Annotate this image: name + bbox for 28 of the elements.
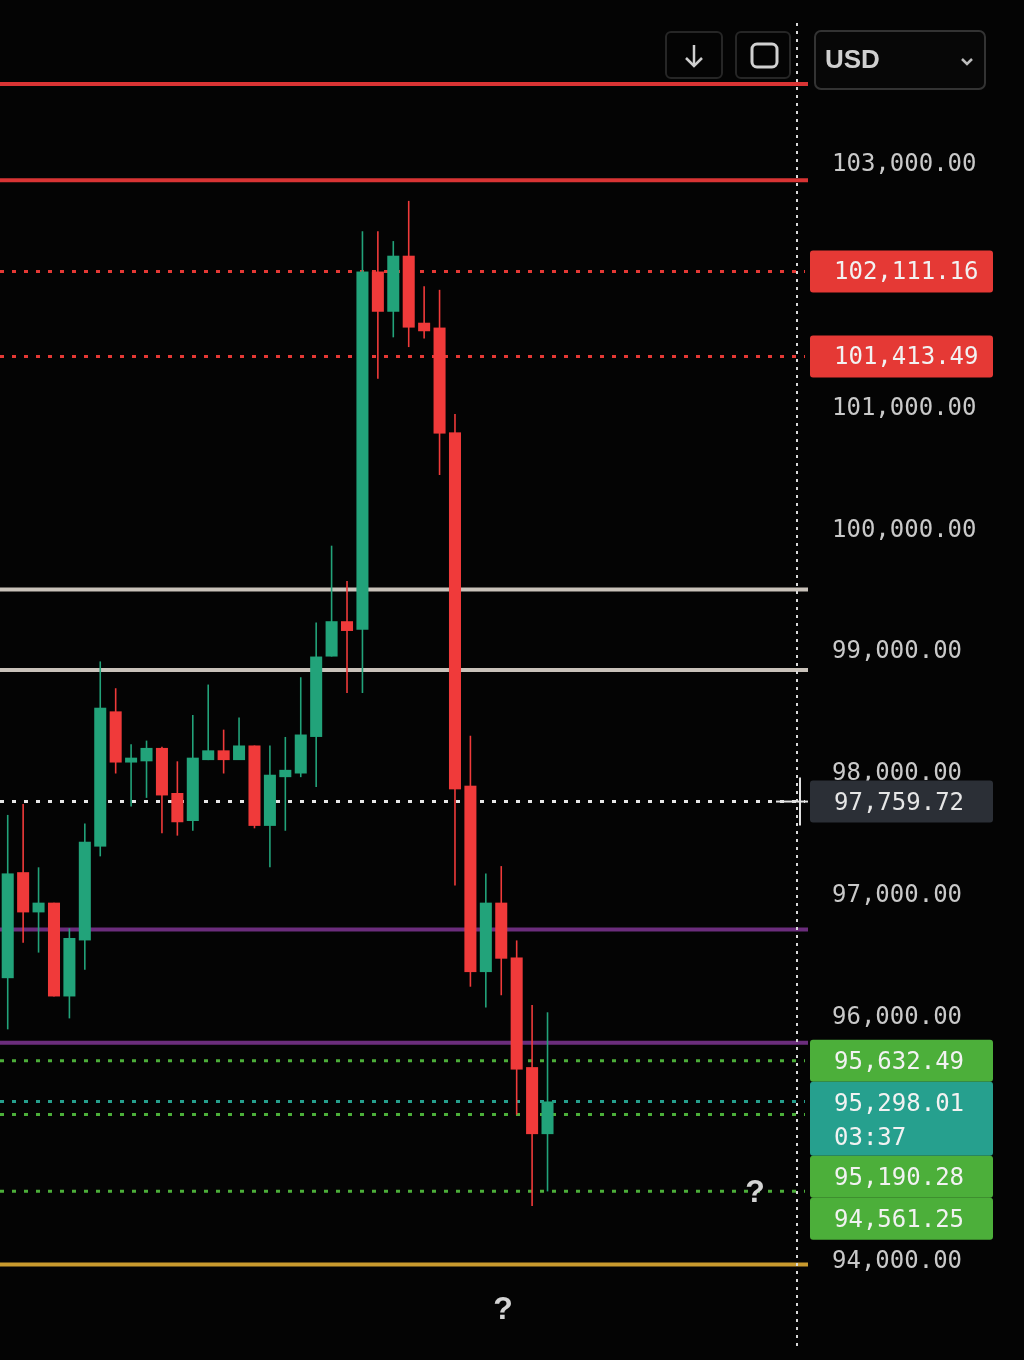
candlestick: [341, 580, 354, 694]
candlestick: [233, 716, 246, 761]
candlestick: [418, 285, 431, 340]
ref-line-label: 101,413.49: [834, 342, 979, 371]
annotation: ?: [745, 1173, 765, 1210]
candlestick: [140, 739, 153, 799]
ref-line-label: 94,561.25: [834, 1204, 965, 1233]
y-axis-title: USD: [825, 44, 880, 74]
y-tick-label: 101,000.00: [832, 392, 977, 421]
ref-line-label: 97,759.72: [834, 787, 965, 816]
ref-line-label: 95,632.49: [834, 1046, 965, 1075]
y-tick-label: 98,000.00: [832, 758, 963, 787]
y-tick-label: 103,000.00: [832, 149, 977, 178]
y-tick-label: 96,000.00: [832, 1001, 963, 1030]
currency-dropdown: USD: [814, 30, 986, 90]
candlestick: [32, 866, 45, 954]
candlestick: [125, 743, 138, 808]
ref-line-label: 95,190.28: [834, 1162, 965, 1191]
candlestick: [217, 728, 230, 775]
candlestick: [202, 683, 215, 761]
ref-line-label: 95,298.01 03:37: [834, 1088, 965, 1151]
y-tick-label: 99,000.00: [832, 636, 963, 665]
candlestick: [279, 736, 292, 832]
y-tick-label: 100,000.00: [832, 514, 977, 543]
y-tick-label: 97,000.00: [832, 880, 963, 909]
annotation: ?: [493, 1290, 513, 1326]
ref-line-label: 102,111.16: [834, 257, 979, 286]
y-tick-label: 94,000.00: [832, 1245, 963, 1274]
